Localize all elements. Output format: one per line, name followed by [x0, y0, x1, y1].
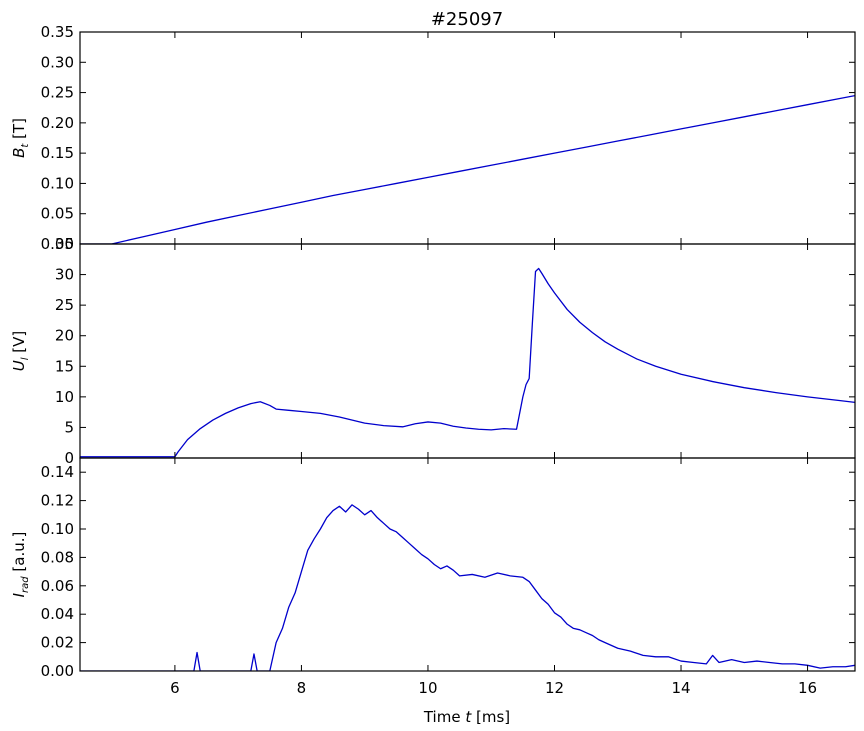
- y-tick-label: 35: [55, 235, 74, 253]
- plot-frame-bottom: [79, 457, 856, 672]
- y-axis-label-sub: rad: [20, 576, 31, 593]
- plot-frame-middle: [79, 243, 856, 459]
- y-axis-label-var: U: [10, 360, 28, 371]
- y-axis-label-middle: Ul [V]: [10, 331, 31, 372]
- x-tick-label: 8: [297, 679, 307, 697]
- x-tick-label: 10: [418, 679, 437, 697]
- figure-title: #25097: [431, 9, 503, 30]
- series-line-bottom-0: [80, 504, 855, 671]
- y-tick-label: 20: [55, 327, 74, 345]
- y-tick-label: 0.14: [41, 463, 74, 481]
- plot-frame-top: [79, 31, 856, 245]
- x-axis-label-var: t: [465, 708, 472, 726]
- y-tick-label: 0.10: [41, 520, 74, 538]
- y-tick-label: 0.25: [41, 84, 74, 102]
- y-axis-label-var: B: [10, 148, 28, 158]
- x-tick-label: 12: [545, 679, 564, 697]
- y-axis-label-top: Bt [T]: [10, 118, 31, 158]
- y-tick-label: 0: [64, 449, 74, 467]
- panels-group: 0.00 0.05 0.10 0.15 0.20 0.25 0.30 0.35 Bt [T] 0 5…: [10, 23, 856, 697]
- y-tick-label: 10: [55, 388, 74, 406]
- y-tick-label: 5: [64, 418, 74, 436]
- x-tick-label: 14: [671, 679, 690, 697]
- y-tick-label: 25: [55, 296, 74, 314]
- series-line-middle-0: [80, 267, 855, 458]
- y-tick-label: 0.02: [41, 634, 74, 652]
- y-tick-label: 0.06: [41, 577, 74, 595]
- y-axis-label-unit: [V]: [10, 331, 28, 358]
- x-tick-label: 16: [798, 679, 817, 697]
- y-tick-label: 0.00: [41, 235, 74, 253]
- y-axis-label-sub: t: [20, 143, 31, 148]
- panel-top: 0.00 0.05 0.10 0.15 0.20 0.25 0.30 0.35 Bt [T]: [10, 23, 856, 253]
- y-tick-label: 15: [55, 357, 74, 375]
- series-line-top-0: [80, 94, 855, 244]
- y-axis-label-var: I: [10, 592, 28, 597]
- x-tick-label: 6: [170, 679, 180, 697]
- y-tick-label: 0.10: [41, 174, 74, 192]
- y-axis-label-sub: l: [20, 357, 31, 360]
- y-tick-label: 0.12: [41, 492, 74, 510]
- y-tick-label: 0.05: [41, 205, 74, 223]
- y-tick-label: 0.08: [41, 548, 74, 566]
- x-axis-label-suffix: [ms]: [471, 708, 510, 726]
- y-tick-label: 0.35: [41, 23, 74, 41]
- y-tick-label: 0.30: [41, 53, 74, 71]
- y-tick-label: 0.04: [41, 605, 74, 623]
- panel-bottom: 6 8 10 12 14 16 0.00 0.02 0.04 0.06 0.08 0.10 0.12 0.…: [10, 457, 856, 697]
- panel-middle: 0 5 10 15 20 25 30 35 Ul [V]: [10, 235, 856, 467]
- y-tick-label: 30: [55, 266, 74, 284]
- y-axis-label-unit: [T]: [10, 118, 28, 144]
- y-tick-label: 0.00: [41, 662, 74, 680]
- y-tick-label: 0.20: [41, 114, 74, 132]
- x-axis-label: Time t [ms]: [423, 708, 510, 726]
- y-tick-label: 0.15: [41, 144, 74, 162]
- y-axis-label-bottom: Irad [a.u.]: [10, 532, 31, 598]
- y-axis-label-unit: [a.u.]: [10, 532, 28, 577]
- x-axis-label-prefix: Time: [423, 708, 465, 726]
